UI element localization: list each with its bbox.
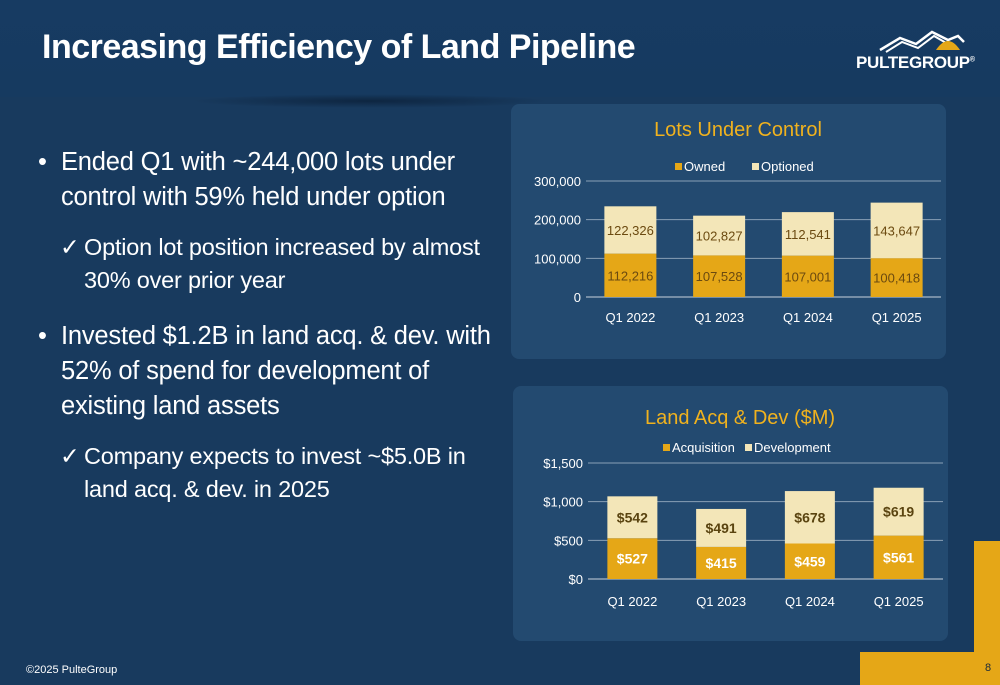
rooftops-icon [879, 30, 965, 53]
bullet-2-text: Invested $1.2B in land acq. & dev. with … [61, 322, 491, 420]
data-label: 143,647 [873, 223, 920, 238]
x-tick-label: Q1 2024 [785, 594, 835, 609]
legend-label: Acquisition [672, 440, 735, 455]
y-tick-label: $0 [569, 572, 583, 587]
land-spend-chart-panel: Land Acq & Dev ($M) Acquisition Developmen… [513, 386, 948, 641]
page-number: 8 [985, 662, 992, 674]
logo-wordmark: PULTEGROUP® [856, 53, 975, 73]
bar-owned [693, 255, 746, 297]
x-tick-label: Q1 2024 [783, 310, 833, 325]
checkmark-icon: ✓ [60, 234, 80, 260]
bar-development [873, 487, 924, 536]
y-tick-label: 300,000 [534, 174, 581, 189]
bar-acquisition [873, 535, 924, 579]
data-label: 100,418 [873, 271, 920, 286]
bar-development [784, 491, 835, 544]
bar-owned [870, 258, 923, 297]
bar-acquisition [784, 543, 835, 579]
data-label: $527 [617, 551, 648, 567]
data-label: 122,326 [607, 223, 654, 238]
bar-development [607, 496, 658, 539]
data-label: $678 [794, 509, 825, 525]
bar-optioned [870, 202, 923, 259]
data-label: $491 [706, 520, 737, 536]
footer-copyright: ©2025 PulteGroup [26, 664, 118, 676]
checkmark-icon: ✓ [60, 443, 80, 469]
bullet-dot: • [38, 148, 47, 176]
x-tick-label: Q1 2023 [694, 310, 744, 325]
legend-label: Optioned [761, 159, 814, 174]
y-tick-label: 200,000 [534, 213, 581, 228]
legend-swatch [663, 444, 670, 451]
pultegroup-logo: PULTEGROUP® [856, 26, 980, 76]
bar-owned [781, 255, 834, 297]
lots-under-control-chart: Lots Under Control Owned Optioned 0 100,000 2… [534, 119, 941, 325]
bullet-dot: • [38, 322, 47, 350]
legend-swatch [752, 163, 759, 170]
bar-development [696, 508, 747, 547]
logo-registered-mark: ® [969, 56, 975, 64]
y-tick-label: $1,000 [543, 495, 583, 510]
y-tick-label: $1,500 [543, 456, 583, 471]
data-label: $459 [794, 553, 825, 569]
data-label: 112,216 [607, 268, 653, 283]
bullet-list: • Ended Q1 with ~244,000 lots under cont… [38, 145, 498, 528]
bar-acquisition [607, 538, 658, 579]
x-tick-label: Q1 2023 [696, 594, 746, 609]
bullet-1-text: Ended Q1 with ~244,000 lots under contro… [61, 148, 455, 211]
chart-title: Land Acq & Dev ($M) [645, 407, 835, 429]
legend-label: Owned [684, 159, 725, 174]
x-tick-label: Q1 2025 [872, 310, 922, 325]
y-tick-label: 0 [574, 290, 581, 305]
logo-text: PULTEGROUP [856, 53, 970, 72]
bar-optioned [604, 206, 657, 254]
bar-optioned [693, 215, 746, 256]
y-tick-label: 100,000 [534, 251, 581, 266]
data-label: $561 [883, 549, 914, 565]
x-tick-label: Q1 2022 [607, 594, 657, 609]
land-acq-dev-chart: Land Acq & Dev ($M) Acquisition Developmen… [543, 407, 943, 609]
x-tick-label: Q1 2025 [874, 594, 924, 609]
sub-bullet-1-text: Option lot position increased by almost … [84, 234, 480, 293]
data-label: 112,541 [785, 227, 831, 242]
legend-swatch [675, 163, 682, 170]
y-tick-label: $500 [554, 533, 583, 548]
slide-title: Increasing Efficiency of Land Pipeline [42, 28, 636, 66]
sub-bullet-2: ✓ Company expects to invest ~$5.0B in la… [38, 440, 498, 506]
gold-accent-horizontal [860, 652, 1000, 685]
bullet-1: • Ended Q1 with ~244,000 lots under cont… [38, 145, 498, 215]
bar-acquisition [696, 546, 747, 579]
data-label: $415 [706, 555, 737, 571]
data-label: 107,001 [784, 269, 831, 284]
bullet-2: • Invested $1.2B in land acq. & dev. wit… [38, 319, 498, 424]
header-shadow [190, 94, 550, 108]
bar-owned [604, 253, 657, 297]
data-label: 107,528 [696, 269, 743, 284]
lots-chart-panel: Lots Under Control Owned Optioned 0 100,000 2… [511, 104, 946, 359]
legend-swatch [745, 444, 752, 451]
x-tick-label: Q1 2022 [605, 310, 655, 325]
data-label: 102,827 [696, 229, 743, 244]
sub-bullet-2-text: Company expects to invest ~$5.0B in land… [84, 443, 466, 502]
sub-bullet-1: ✓ Option lot position increased by almos… [38, 231, 498, 297]
bar-optioned [781, 212, 834, 256]
data-label: $542 [617, 509, 648, 525]
legend-label: Development [754, 440, 831, 455]
header-band [0, 0, 1000, 97]
chart-title: Lots Under Control [654, 119, 822, 141]
data-label: $619 [883, 504, 914, 520]
